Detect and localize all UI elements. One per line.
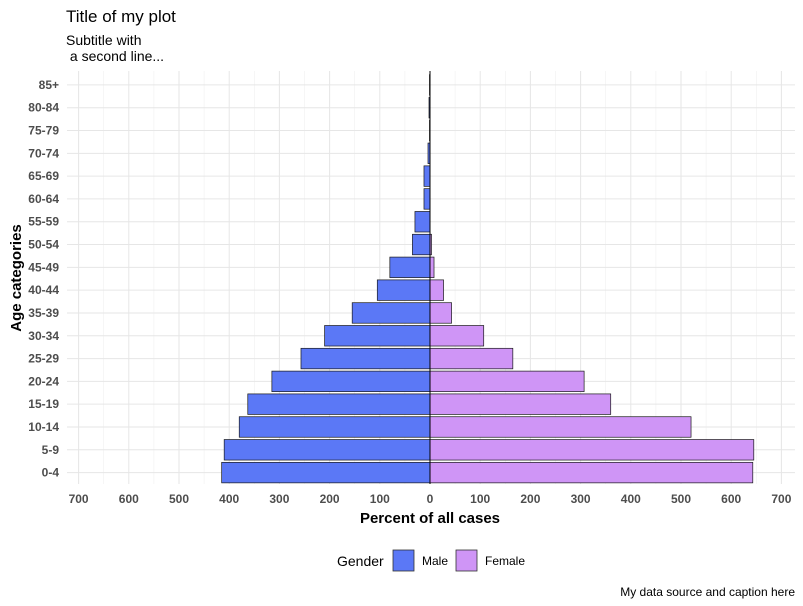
x-tick-label: 100 (370, 492, 390, 506)
bar-female-10-14 (429, 416, 692, 438)
legend-swatch-male (392, 549, 415, 572)
legend-label-male: Male (422, 554, 448, 568)
bar-female-15-19 (429, 393, 612, 415)
y-tick-label: 20-24 (28, 374, 59, 388)
legend: Gender Male Female (337, 549, 525, 572)
y-tick-label: 45-49 (28, 260, 59, 274)
legend-label-female: Female (485, 554, 525, 568)
bar-male-10-14 (238, 416, 431, 438)
x-tick-label: 500 (169, 492, 189, 506)
y-tick-label: 10-14 (28, 420, 59, 434)
y-tick-label: 5-9 (42, 443, 60, 457)
chart-title: Title of my plot (66, 7, 176, 26)
bar-male-5-9 (223, 439, 431, 461)
y-tick-label: 65-69 (28, 169, 59, 183)
bar-female-5-9 (429, 439, 755, 461)
bar-male-40-44 (376, 279, 431, 301)
x-tick-labels: 700 600 500 400 300 200 100 0 100 200 300 400 500 600… (69, 492, 792, 506)
bar-male-45-49 (389, 256, 431, 278)
x-tick-label: 300 (269, 492, 289, 506)
x-tick-label: 100 (470, 492, 490, 506)
x-tick-label: 400 (621, 492, 641, 506)
bar-female-45-49 (429, 256, 435, 278)
bar-female-20-24 (429, 370, 585, 392)
bar-male-15-19 (247, 393, 431, 415)
y-tick-label: 15-19 (28, 397, 59, 411)
chart-caption: My data source and caption here (620, 585, 795, 599)
bar-female-30-34 (429, 325, 485, 347)
y-tick-label: 55-59 (28, 215, 59, 229)
bar-male-0-4 (221, 461, 431, 484)
y-tick-label: 40-44 (28, 283, 59, 297)
y-tick-label: 80-84 (28, 101, 59, 115)
y-tick-label: 75-79 (28, 124, 59, 138)
legend-title: Gender (337, 553, 384, 569)
y-tick-label: 35-39 (28, 306, 59, 320)
bar-male-55-59 (414, 211, 431, 233)
y-tick-label: 0-4 (42, 466, 60, 480)
x-tick-label: 500 (671, 492, 691, 506)
x-axis-title: Percent of all cases (360, 510, 500, 527)
bar-male-50-54 (412, 233, 431, 256)
bar-male-30-34 (324, 325, 431, 347)
x-tick-label: 600 (119, 492, 139, 506)
chart-subtitle-line-1: Subtitle with (66, 32, 141, 48)
y-tick-label: 85+ (39, 78, 59, 92)
y-tick-labels: 0-4 5-9 10-14 15-19 20-24 25-29 30-34 35-39 40-4… (28, 78, 59, 480)
y-tick-label: 70-74 (28, 146, 59, 160)
x-tick-label: 200 (320, 492, 340, 506)
bar-female-35-39 (429, 302, 452, 324)
x-tick-label: 700 (69, 492, 89, 506)
x-tick-label: 400 (219, 492, 239, 506)
bars (221, 71, 755, 484)
x-tick-label: 300 (571, 492, 591, 506)
x-tick-label: 700 (771, 492, 791, 506)
bar-male-35-39 (351, 302, 431, 324)
y-axis-title: Age categories (8, 224, 25, 332)
legend-swatch-female (455, 549, 478, 572)
y-tick-label: 30-34 (28, 329, 59, 343)
chart-subtitle-line-2: a second line... (66, 48, 164, 64)
x-tick-label: 0 (427, 492, 434, 506)
bar-male-20-24 (271, 370, 431, 392)
x-tick-label: 600 (721, 492, 741, 506)
y-tick-label: 25-29 (28, 352, 59, 366)
bar-male-65-69 (423, 165, 431, 187)
x-tick-label: 200 (520, 492, 540, 506)
bar-female-40-44 (429, 279, 444, 301)
bar-male-25-29 (300, 347, 431, 370)
bar-female-0-4 (429, 461, 754, 484)
bar-male-60-64 (423, 188, 431, 210)
y-tick-label: 60-64 (28, 192, 59, 206)
y-tick-label: 50-54 (28, 238, 59, 252)
bar-female-25-29 (429, 347, 514, 370)
